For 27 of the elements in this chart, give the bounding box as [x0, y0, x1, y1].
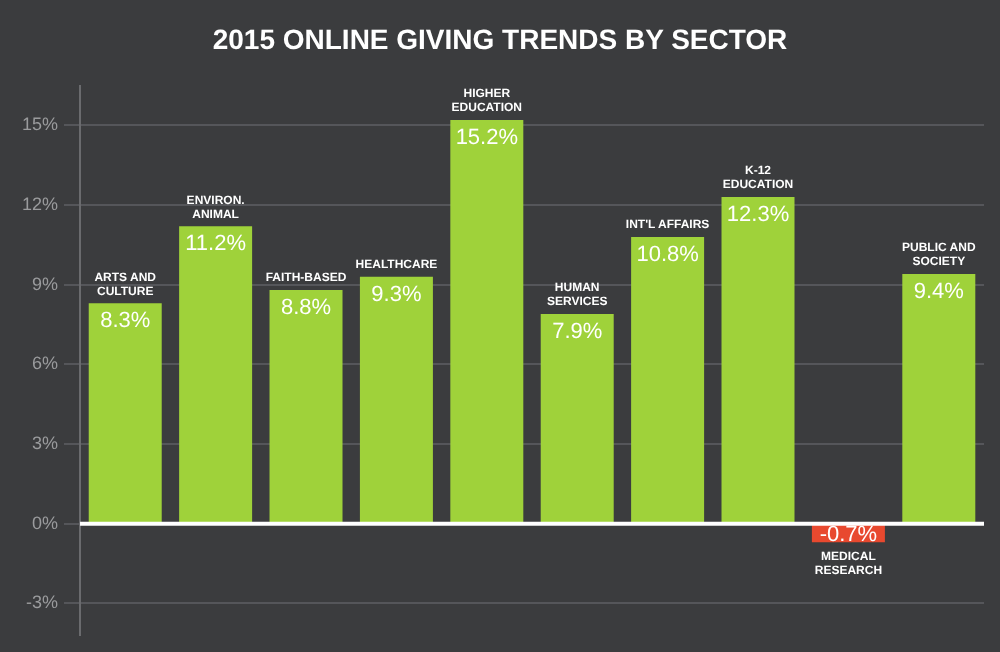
data-label: 12.3%: [726, 203, 790, 228]
bar: [540, 313, 614, 523]
y-tick-label: 3%: [32, 433, 59, 453]
bar: [631, 236, 705, 523]
bar: [902, 274, 976, 523]
data-label: -0.7%: [819, 523, 878, 548]
data-label: 8.8%: [280, 296, 332, 321]
data-label: 10.8%: [636, 243, 700, 267]
y-tick-label: -3%: [26, 592, 59, 613]
data-label: 11.2%: [185, 232, 247, 257]
bar: [179, 226, 253, 523]
data-label: 7.9%: [552, 320, 603, 344]
bar: [88, 303, 162, 523]
bar: [721, 197, 795, 523]
bar: [450, 120, 524, 523]
y-tick-label: 9%: [32, 273, 59, 294]
data-label: 9.4%: [913, 280, 965, 305]
chart-title: 2015 ONLINE GIVING TRENDS BY SECTOR: [212, 22, 788, 55]
y-tick-label: 15%: [22, 114, 59, 135]
y-tick-label: 12%: [22, 194, 59, 215]
data-label: 8.3%: [100, 309, 151, 334]
y-tick-label: 0%: [32, 512, 59, 533]
bar: [359, 276, 433, 523]
data-label: 9.3%: [371, 282, 422, 307]
data-label: 15.2%: [455, 126, 519, 151]
bar: [269, 290, 343, 523]
y-tick-label: 6%: [32, 353, 59, 374]
